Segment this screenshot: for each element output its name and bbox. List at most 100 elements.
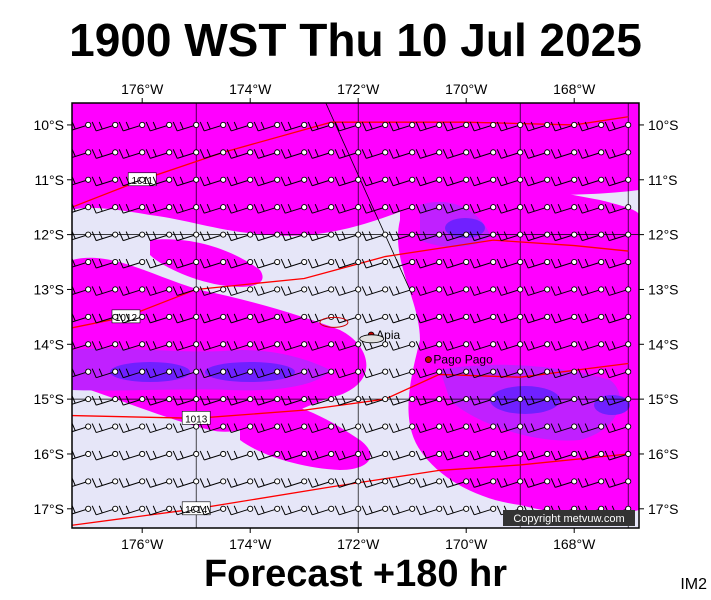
wind-barb [118,203,146,214]
wind-barb [550,286,578,296]
wind-barb [172,286,200,296]
wind-barb [550,450,578,461]
wind-barb [145,478,173,488]
wind-barb [199,450,227,461]
wind-barb [334,286,362,296]
wind-barb [172,423,200,434]
wind-barb [361,149,389,159]
wind-barb [118,286,146,296]
wind-barb [172,341,200,351]
wind-barb [226,395,254,406]
wind-barb [226,176,254,187]
wind-barb [334,176,362,187]
wind-barb [577,395,605,406]
wind-barb [91,368,119,379]
wind-barb [172,450,200,461]
wind-barb [496,395,524,406]
wind-barb [118,121,146,132]
wind-barb [469,231,497,242]
wind-barb [388,149,416,159]
wind-barb [307,231,335,242]
wind-barb [496,121,524,132]
lat-label-right: 14°S [648,336,679,352]
wind-barb [523,450,551,461]
wind-barb [199,395,227,406]
wind-barb [604,121,632,132]
wind-barb [442,478,470,488]
wind-barb [145,176,173,187]
wind-barb [415,313,443,324]
wind-barb [442,231,470,242]
wind-barb [523,423,551,434]
wind-barb [91,121,119,132]
wind-barb [604,478,632,488]
wind-barb [145,121,173,132]
wind-barb [172,368,200,379]
lon-label-bottom: 168°W [553,536,596,552]
lat-label-left: 17°S [33,501,64,517]
wind-barb [280,450,308,461]
wind-barb [145,423,173,434]
lon-label-bottom: 176°W [121,536,164,552]
wind-barb [226,258,254,269]
wind-barb [604,395,632,406]
wind-barb [226,368,254,379]
wind-barb [577,368,605,379]
wind-barb [172,478,200,488]
wind-barb [388,368,416,379]
wind-barb [604,313,632,324]
wind-barb [388,313,416,324]
wind-barb [415,176,443,187]
lon-label-top: 174°W [229,81,272,97]
wind-barb [361,313,389,324]
wind-barb [496,203,524,214]
wind-barb [118,313,146,324]
wind-barb [199,505,227,516]
wind-barb [226,505,254,516]
isobar-label: 1013 [181,411,211,425]
wind-barb [307,478,335,488]
wind-barb [469,450,497,461]
wind-barb [550,478,578,488]
wind-barb [442,395,470,406]
lat-label-left: 14°S [33,336,64,352]
wind-barb [280,395,308,406]
wind-barb [550,423,578,434]
wind-barb [118,478,146,488]
wind-barb [550,368,578,379]
wind-barb [361,423,389,434]
lon-label-bottom: 170°W [445,536,488,552]
wind-barb [496,231,524,242]
wind-barb [226,231,254,242]
wind-barb [280,121,308,132]
wind-barb [523,121,551,132]
wind-barb [145,313,173,324]
isobar-label-text: 1013 [185,414,208,425]
wind-barb [72,258,92,268]
wind-barb [226,149,254,159]
wind-barb [280,176,308,187]
wind-barb [172,313,200,324]
wind-barb [307,395,335,406]
wind-barb [550,231,578,242]
wind-barb [442,450,470,461]
wind-barb [550,395,578,406]
lat-label-right: 12°S [648,227,679,243]
wind-barb [604,231,632,242]
wind-barb [550,203,578,214]
lon-label-bottom: 174°W [229,536,272,552]
place-marker [424,356,432,364]
axis-labels: 176°W 174°W 172°W 170°W 168°W 176°W 174°W 172°W… [33,81,678,552]
wind-barb [577,478,605,488]
wind-barb [145,286,173,296]
lat-label-left: 15°S [33,391,64,407]
wind-barb [496,313,524,324]
wind-barb [199,149,227,159]
wind-barb [469,258,497,269]
wind-barb [361,258,389,269]
place-pago-pago: Pago Pago [424,353,493,367]
wind-barb [442,121,470,132]
wind-barb [91,341,119,351]
wind-barb [334,450,362,461]
